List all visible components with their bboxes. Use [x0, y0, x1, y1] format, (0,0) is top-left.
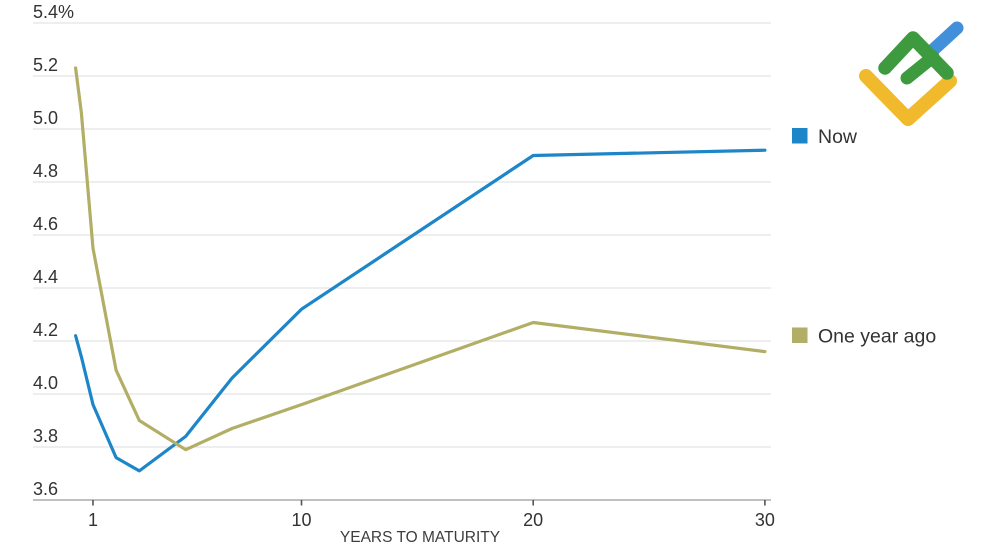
y-tick-label: 4.4	[33, 267, 58, 287]
y-tick-label: 5.4%	[33, 2, 74, 22]
y-axis-labels: 5.4% 5.2 5.0 4.8 4.6 4.4 4.2 4.0 3.8 3.6	[33, 2, 74, 499]
x-tick-label: 30	[755, 510, 775, 530]
litefinance-logo	[859, 21, 964, 126]
y-tick-label: 3.6	[33, 479, 58, 499]
legend-label: One year ago	[818, 326, 936, 348]
x-axis: 1 10 20 30	[88, 500, 775, 530]
logo-green-inner-stroke	[900, 50, 940, 85]
y-tick-label: 4.2	[33, 320, 58, 340]
series-line-now	[73, 148, 767, 473]
logo-blue-stroke	[926, 21, 964, 57]
x-tick-label: 10	[291, 510, 311, 530]
legend-label: Now	[818, 126, 858, 148]
legend-swatch-one-year-ago	[792, 327, 808, 343]
legend: Now One year ago	[792, 126, 936, 348]
legend-swatch-now	[792, 128, 808, 144]
x-axis-title: YEARS TO MATURITY	[340, 529, 500, 545]
y-tick-label: 4.8	[33, 161, 58, 181]
x-tick-label: 20	[523, 510, 543, 530]
y-tick-label: 4.6	[33, 214, 58, 234]
y-tick-label: 3.8	[33, 426, 58, 446]
gridlines	[33, 22, 771, 501]
y-tick-label: 4.0	[33, 373, 58, 393]
x-tick-label: 1	[88, 510, 98, 530]
series-line-one-year-ago	[73, 66, 767, 452]
series-lines	[73, 66, 767, 473]
y-tick-label: 5.0	[33, 108, 58, 128]
logo-yellow-check	[859, 69, 957, 126]
y-tick-label: 5.2	[33, 55, 58, 75]
